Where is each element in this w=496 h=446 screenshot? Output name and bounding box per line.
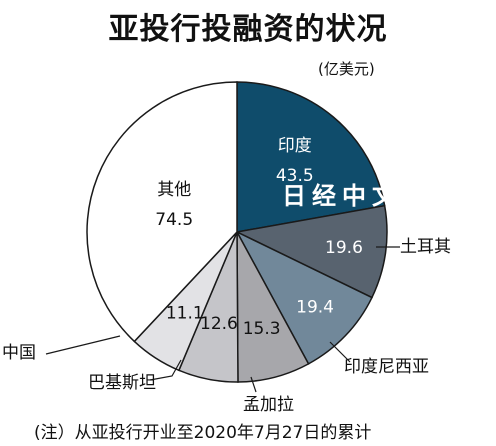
slice-value-label: 74.5 — [155, 210, 193, 230]
slice-value-label: 12.6 — [200, 314, 238, 334]
slice-value-label: 19.4 — [296, 298, 334, 318]
leader-line — [250, 376, 257, 393]
slice-value-label: 15.3 — [243, 319, 281, 339]
slice-value-label: 19.6 — [325, 238, 363, 258]
leader-line — [329, 341, 351, 363]
leader-line — [149, 359, 182, 381]
pie-slice — [86, 81, 238, 343]
slice-name-label: 巴基斯坦 — [88, 373, 156, 393]
chart-title: 亚投行投融资的状况 — [108, 12, 388, 47]
slice-value-label: 43.5 — [276, 166, 314, 186]
slice-name-label: 土耳其 — [400, 237, 451, 257]
pie-slice — [236, 81, 386, 233]
watermark-text: 日经中文网 — [282, 182, 432, 210]
slice-name-label: 孟加拉 — [243, 395, 294, 415]
slice-name-label: 中国 — [2, 343, 36, 363]
pie-slice — [235, 230, 373, 365]
footnote: (注）从亚投行开业至2020年7月27日的累计 — [34, 423, 372, 443]
slice-name-label: 印度尼西亚 — [344, 357, 429, 377]
slice-name-label: 印度 — [278, 136, 312, 156]
slice-name-label: 其他 — [157, 180, 191, 200]
slice-value-label: 11.1 — [166, 304, 204, 324]
leader-line — [45, 335, 121, 355]
unit-label: (亿美元) — [318, 60, 375, 78]
pie-slice — [234, 204, 388, 299]
